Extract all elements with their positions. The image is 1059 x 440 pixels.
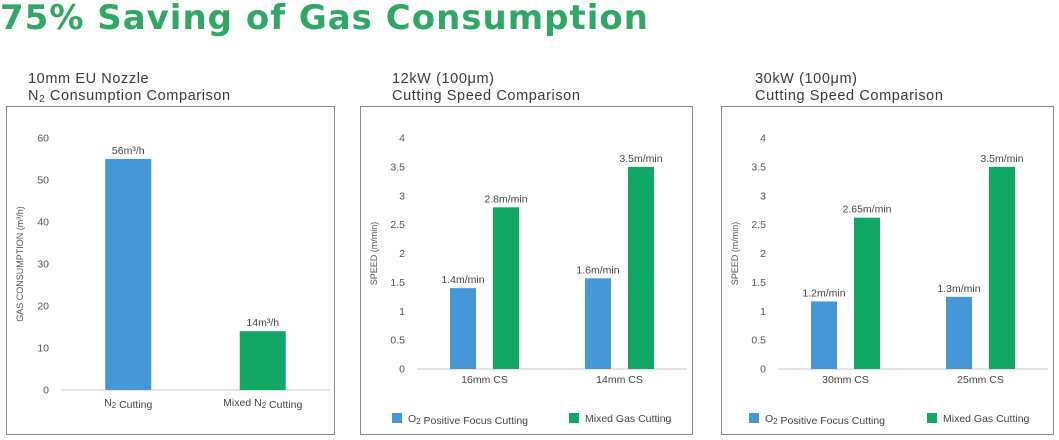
y-tick-label: 50 (37, 175, 49, 187)
chart2-panel: 0 0.5 1 1.5 2 2.5 3 3.5 4 SPEED (m/min) 1.4m/min 2.… (360, 106, 693, 435)
chart1-title: 10mm EU Nozzle N2 Consumption Comparison (28, 71, 231, 108)
chart2-title-line2: Cutting Speed Comparison (392, 88, 581, 104)
data-label: 56m³/h (112, 145, 145, 157)
data-label: 2.65m/min (842, 204, 891, 216)
y-tick-label: 40 (37, 217, 49, 229)
y-tick-label: 0.5 (751, 335, 766, 347)
bar (450, 288, 476, 369)
y-tick-label: 30 (37, 259, 49, 271)
y-tick-label: 4 (760, 133, 766, 145)
headline: 75% Saving of Gas Consumption (0, 0, 649, 38)
legend-label: O2 Positive Focus Cutting (765, 413, 885, 427)
chart1-title-line2: N2 Consumption Comparison (28, 88, 231, 105)
data-label: 1.3m/min (937, 283, 980, 295)
legend-swatch (927, 413, 937, 423)
y-tick-label: 60 (37, 133, 49, 145)
y-tick-label: 3 (399, 190, 405, 202)
y-tick-label: 4 (399, 133, 405, 145)
legend-swatch (569, 413, 579, 423)
y-axis-label: SPEED (m/min) (369, 222, 379, 286)
x-tick-label: N2 Cutting (104, 397, 152, 411)
chart2-title: 12kW (100μm) Cutting Speed Comparison (392, 71, 581, 105)
y-tick-label: 0.5 (390, 335, 405, 347)
data-label: 2.8m/min (484, 193, 527, 205)
y-tick-label: 10 (37, 343, 49, 355)
y-tick-label: 3 (760, 190, 766, 202)
chart1-panel: 0 10 20 30 40 50 60 GAS CONSUMPTION (m³/h) 56m³/… (6, 106, 335, 435)
legend-label: O2 Positive Focus Cutting (408, 413, 528, 427)
y-tick-label: 1 (399, 306, 405, 318)
bar (811, 301, 837, 369)
y-tick-label: 1 (760, 306, 766, 318)
data-label: 3.5m/min (619, 153, 662, 165)
bar (105, 159, 152, 390)
chart3-title-line1: 30kW (100μm) (755, 71, 858, 87)
data-label: 1.6m/min (576, 264, 619, 276)
x-tick-label: 25mm CS (957, 374, 1004, 386)
x-tick-label: Mixed N2 Cutting (223, 397, 302, 411)
bar (946, 296, 972, 369)
y-tick-label: 2.5 (390, 219, 405, 231)
legend-label: Mixed Gas Cutting (943, 413, 1030, 425)
y-tick-label: 3.5 (751, 161, 766, 173)
chart2-svg: 0 0.5 1 1.5 2 2.5 3 3.5 4 SPEED (m/min) 1.4m/min 2.… (369, 133, 687, 427)
chart3-title-line2: Cutting Speed Comparison (755, 88, 944, 104)
legend-swatch (392, 413, 402, 423)
data-label: 3.5m/min (980, 153, 1023, 165)
y-tick-label: 0 (399, 364, 405, 376)
data-label: 14m³/h (246, 317, 279, 329)
chart3-title: 30kW (100μm) Cutting Speed Comparison (755, 71, 944, 105)
y-tick-label: 0 (43, 385, 49, 397)
data-label: 1.4m/min (441, 274, 484, 286)
chart1-title-line1: 10mm EU Nozzle (28, 71, 150, 87)
x-tick-label: 16mm CS (461, 374, 508, 386)
bar (585, 278, 611, 369)
y-tick-label: 0 (760, 364, 766, 376)
bar (239, 331, 286, 390)
data-label: 1.2m/min (802, 287, 845, 299)
chart3-panel: 0 0.5 1 1.5 2 2.5 3 3.5 4 SPEED (m/min) 1.2m/min 2.… (721, 106, 1054, 435)
legend-swatch (749, 413, 759, 423)
y-tick-label: 3.5 (390, 161, 405, 173)
x-tick-label: 14mm CS (596, 374, 643, 386)
chart1-svg: 0 10 20 30 40 50 60 GAS CONSUMPTION (m³/h) 56m³/… (15, 133, 330, 411)
y-tick-label: 20 (37, 301, 49, 313)
x-tick-label: 30mm CS (822, 374, 869, 386)
chart2-title-line1: 12kW (100μm) (392, 71, 495, 87)
bar (854, 217, 880, 369)
y-axis-label: GAS CONSUMPTION (m³/h) (15, 206, 25, 322)
y-tick-label: 2 (399, 248, 405, 260)
bar (989, 166, 1015, 369)
legend-label: Mixed Gas Cutting (585, 413, 672, 425)
bar (493, 207, 519, 369)
y-tick-label: 2 (760, 248, 766, 260)
bar (628, 166, 654, 369)
y-tick-label: 1.5 (390, 277, 405, 289)
y-tick-label: 1.5 (751, 277, 766, 289)
y-tick-label: 2.5 (751, 219, 766, 231)
chart3-svg: 0 0.5 1 1.5 2 2.5 3 3.5 4 SPEED (m/min) 1.2m/min 2.… (730, 133, 1048, 427)
y-axis-label: SPEED (m/min) (730, 222, 740, 286)
